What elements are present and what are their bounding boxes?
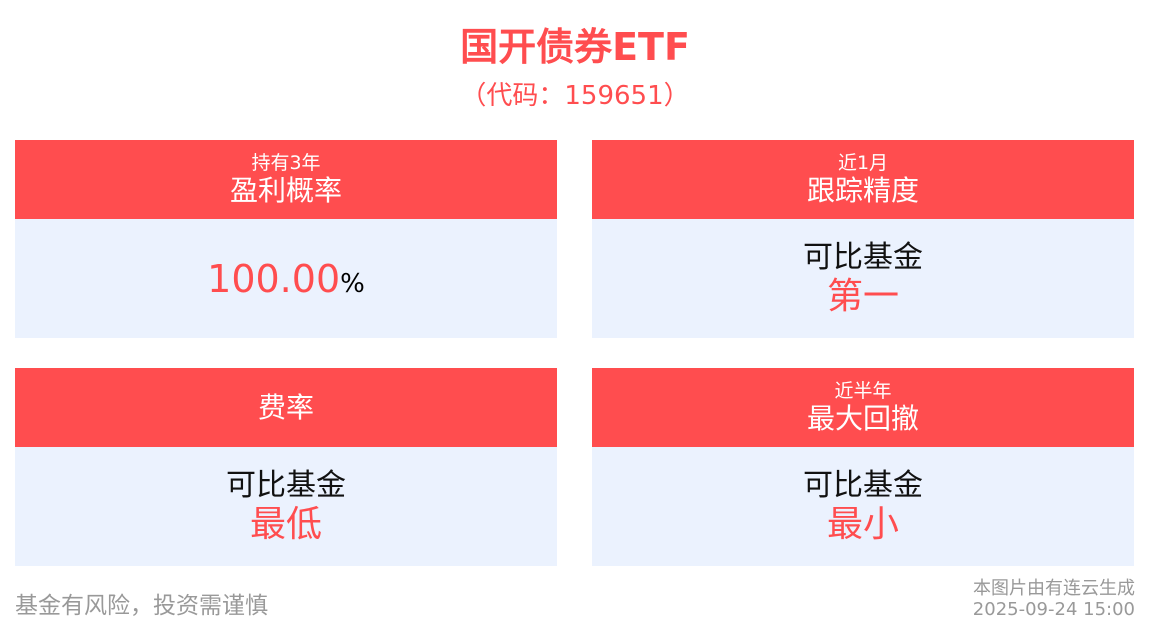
card-header: 近半年 最大回撤 [592, 368, 1134, 447]
risk-disclaimer: 基金有风险，投资需谨慎 [15, 593, 268, 619]
card-title: 最大回撤 [806, 401, 919, 435]
card-subtitle: 持有3年 [251, 151, 321, 174]
card-body: 可比基金 第一 [592, 219, 1134, 338]
card-label: 可比基金 [226, 467, 346, 503]
card-label: 可比基金 [803, 239, 923, 275]
card-profit-probability: 持有3年 盈利概率 100.00% [15, 140, 557, 338]
generated-by: 本图片由有连云生成 [973, 578, 1135, 599]
card-header: 近1月 跟踪精度 [592, 140, 1134, 219]
card-subtitle: 近半年 [834, 379, 892, 402]
card-header: 持有3年 盈利概率 [15, 140, 557, 219]
card-body: 100.00% [15, 219, 557, 338]
card-value: 第一 [826, 275, 899, 317]
card-title: 跟踪精度 [806, 173, 919, 207]
card-unit: % [340, 268, 365, 299]
card-body: 可比基金 最低 [15, 447, 557, 566]
card-title: 盈利概率 [229, 173, 342, 207]
card-value: 最低 [249, 503, 322, 545]
card-header: 费率 [15, 368, 557, 447]
card-title: 费率 [257, 390, 314, 424]
card-subtitle: 近1月 [837, 151, 889, 174]
page-title: 国开债券ETF [460, 25, 690, 69]
generated-datetime: 2025-09-24 15:00 [972, 599, 1135, 620]
card-fee-rate: 费率 可比基金 最低 [15, 368, 557, 566]
card-max-drawdown: 近半年 最大回撤 可比基金 最小 [592, 368, 1134, 566]
card-label: 可比基金 [803, 467, 923, 503]
card-body: 可比基金 最小 [592, 447, 1134, 566]
card-value: 最小 [826, 503, 899, 545]
generated-info: 本图片由有连云生成 2025-09-24 15:00 [973, 578, 1135, 620]
card-value: 100.00 [207, 256, 341, 301]
fund-code: （代码：159651） [460, 81, 690, 111]
card-tracking-accuracy: 近1月 跟踪精度 可比基金 第一 [592, 140, 1134, 338]
